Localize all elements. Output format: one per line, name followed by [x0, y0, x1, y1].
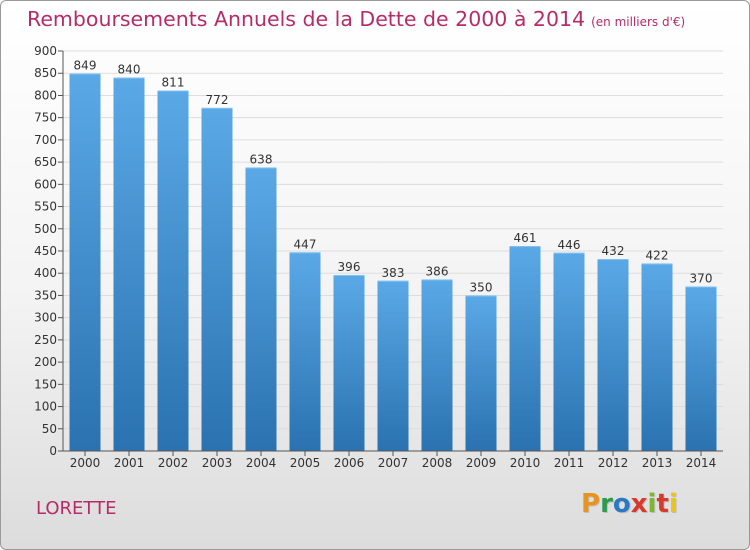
x-tick-label: 2009 [466, 456, 497, 470]
x-tick-label: 2003 [202, 456, 233, 470]
x-tick-label: 2000 [70, 456, 101, 470]
y-tick-label: 100 [34, 400, 57, 414]
chart-unit: (en milliers d'€) [591, 15, 686, 29]
x-tick-label: 2006 [334, 456, 365, 470]
bar [509, 246, 541, 451]
data-label: 849 [74, 59, 97, 73]
y-tick-label: 600 [34, 177, 57, 191]
y-tick-label: 200 [34, 355, 57, 369]
data-label: 350 [470, 280, 493, 294]
axes [62, 51, 723, 452]
bar [289, 252, 321, 451]
logo-letter: i [647, 489, 657, 519]
data-label: 840 [118, 63, 141, 77]
logo-letter: i [668, 489, 678, 519]
data-label: 432 [602, 244, 625, 258]
y-tick-label: 650 [34, 155, 57, 169]
y-tick-label: 500 [34, 222, 57, 236]
y-tick-label: 400 [34, 266, 57, 280]
x-axis-ticks: 2000 2001 2002 2003 2004 2005 2006 2007 2008 2009… [70, 451, 717, 470]
data-label: 396 [338, 260, 361, 274]
logo-letter: t [656, 489, 669, 519]
logo-letter: r [600, 489, 613, 519]
bar [157, 90, 189, 452]
data-label: 422 [646, 248, 669, 262]
y-axis-ticks: 0 50 100 150 200 250 300 350 400 450 500 550 600 650 7… [34, 44, 63, 458]
x-tick-label: 2002 [158, 456, 189, 470]
y-tick-label: 700 [34, 133, 57, 147]
x-tick-label: 2001 [114, 456, 145, 470]
data-label: 461 [514, 231, 537, 245]
proxiti-logo: Proxiti [581, 489, 691, 523]
x-tick-label: 2012 [598, 456, 629, 470]
y-tick-label: 450 [34, 244, 57, 258]
bar [245, 167, 277, 451]
x-tick-label: 2010 [510, 456, 541, 470]
x-tick-label: 2011 [554, 456, 585, 470]
y-tick-label: 550 [34, 200, 57, 214]
y-tick-label: 50 [42, 422, 57, 436]
data-label: 447 [294, 237, 317, 251]
logo-letter: x [630, 489, 648, 519]
y-tick-label: 750 [34, 111, 57, 125]
x-tick-label: 2013 [642, 456, 673, 470]
bars [69, 73, 717, 452]
y-tick-label: 350 [34, 288, 57, 302]
chart-title: Remboursements Annuels de la Dette de 20… [27, 7, 685, 31]
data-label: 446 [558, 238, 581, 252]
y-tick-label: 850 [34, 66, 57, 80]
x-tick-label: 2008 [422, 456, 453, 470]
data-labels: 849 840 811 772 638 447 396 383 386 350 461 446 432 4… [74, 59, 713, 295]
y-tick-label: 300 [34, 311, 57, 325]
y-tick-label: 800 [34, 88, 57, 102]
x-tick-label: 2004 [246, 456, 277, 470]
bar [553, 252, 585, 451]
bar [333, 275, 365, 451]
y-tick-label: 0 [49, 444, 57, 458]
data-label: 386 [426, 264, 449, 278]
data-label: 811 [162, 76, 185, 90]
bar [69, 73, 101, 452]
data-label: 638 [250, 152, 273, 166]
x-tick-label: 2005 [290, 456, 321, 470]
data-label: 383 [382, 266, 405, 280]
y-tick-label: 250 [34, 333, 57, 347]
x-tick-label: 2014 [686, 456, 717, 470]
x-tick-label: 2007 [378, 456, 409, 470]
y-tick-label: 900 [34, 44, 57, 58]
bar [113, 77, 145, 452]
bar [597, 259, 629, 451]
bar [641, 263, 673, 451]
commune-name: LORETTE [36, 498, 117, 519]
bar [465, 295, 497, 451]
bar [201, 107, 233, 451]
chart-title-text: Remboursements Annuels de la Dette de 20… [27, 7, 586, 31]
logo-letter: P [581, 489, 601, 519]
bar [685, 286, 717, 451]
logo-letter: o [612, 489, 631, 519]
data-label: 370 [690, 272, 713, 286]
y-tick-label: 150 [34, 377, 57, 391]
bar [377, 280, 409, 451]
bar [421, 279, 453, 451]
data-label: 772 [206, 93, 229, 107]
